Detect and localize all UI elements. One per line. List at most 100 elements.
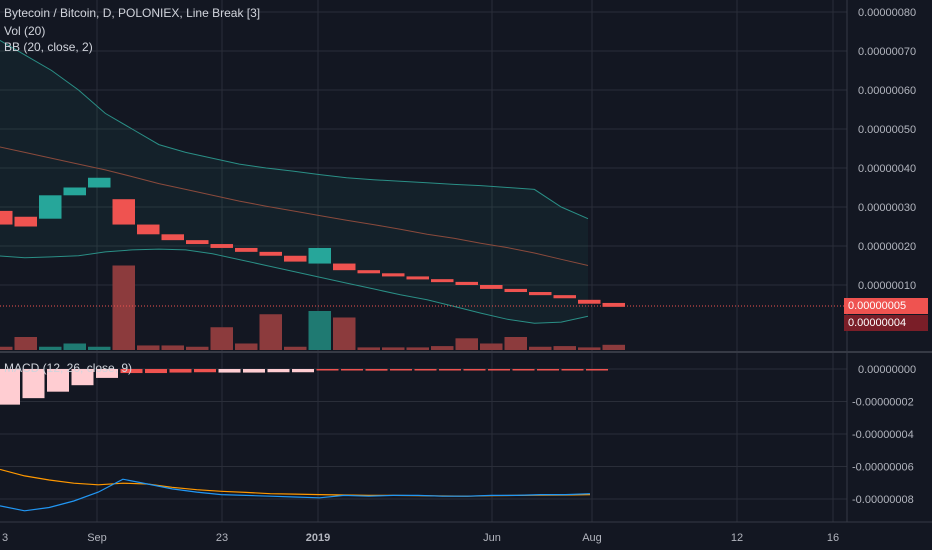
volume-bar xyxy=(259,314,282,350)
macd-histogram-bar xyxy=(22,369,45,399)
macd-tick-label: -0.00000004 xyxy=(852,429,914,441)
bb-upper-line xyxy=(0,39,589,220)
line-break-brick xyxy=(112,199,135,225)
volume-bar xyxy=(553,346,576,350)
macd-histogram-bar xyxy=(463,369,486,371)
volume-bar xyxy=(210,327,233,350)
line-break-brick xyxy=(14,216,37,227)
macd-histogram-bar xyxy=(292,369,314,373)
volume-bar xyxy=(0,346,13,350)
line-break-brick xyxy=(210,244,233,248)
macd-histogram-bar xyxy=(0,369,20,405)
line-break-brick xyxy=(161,234,184,241)
volume-bar xyxy=(357,347,380,350)
macd-line xyxy=(0,478,591,512)
price-tick-label: 0.00000020 xyxy=(858,241,916,253)
macd-tick-label: -0.00000008 xyxy=(852,494,914,506)
bb-basis-line xyxy=(0,146,589,266)
price-tick-label: 0.00000080 xyxy=(858,7,916,19)
line-break-brick xyxy=(284,255,307,262)
macd-tick-label: -0.00000006 xyxy=(852,462,914,474)
macd-histogram-bar xyxy=(120,369,143,374)
time-tick-label: 12 xyxy=(731,532,743,544)
macd-histogram-bar xyxy=(439,369,461,371)
signal-line xyxy=(0,468,591,497)
line-break-brick xyxy=(333,263,356,271)
volume-bar xyxy=(431,346,454,350)
macd-histogram-bar xyxy=(537,369,559,371)
line-break-brick xyxy=(480,285,503,289)
macd-histogram-bar xyxy=(169,369,192,373)
time-tick-label: Sep xyxy=(87,532,107,544)
low-price-tag: 0.00000004 xyxy=(844,315,928,331)
price-tick-label: 0.00000030 xyxy=(858,202,916,214)
volume-bar xyxy=(88,346,111,350)
macd-histogram-bar xyxy=(316,369,339,371)
chart-title: Bytecoin / Bitcoin, D, POLONIEX, Line Br… xyxy=(4,6,261,20)
line-break-brick xyxy=(504,288,527,293)
line-break-brick xyxy=(578,299,601,304)
line-break-brick xyxy=(529,292,552,296)
time-tick-label: 2019 xyxy=(306,532,330,544)
macd-histogram-bar xyxy=(243,369,265,373)
volume-bar xyxy=(504,337,527,350)
time-tick-label: Jun xyxy=(483,532,501,544)
line-break-brick xyxy=(88,177,111,188)
line-break-brick xyxy=(357,270,380,274)
bollinger-legend: BB (20, close, 2) xyxy=(4,40,93,54)
macd-histogram-bar xyxy=(47,369,69,392)
volume-bar xyxy=(529,346,552,350)
macd-histogram-bar xyxy=(561,369,584,371)
price-tick-label: 0.00000060 xyxy=(858,85,916,97)
volume-bar xyxy=(308,311,331,350)
line-break-brick xyxy=(39,195,62,219)
volume-bar xyxy=(602,344,625,350)
time-tick-label: 16 xyxy=(827,532,839,544)
bb-lower-line xyxy=(0,248,589,324)
line-break-brick xyxy=(406,276,429,280)
volume-bar xyxy=(480,343,503,350)
line-break-brick xyxy=(0,210,13,225)
line-break-brick xyxy=(382,273,405,277)
volume-bar xyxy=(186,346,209,350)
volume-bar xyxy=(63,343,86,350)
macd-histogram-bar xyxy=(145,369,167,374)
volume-bar xyxy=(137,345,160,350)
macd-histogram-bar xyxy=(365,369,388,371)
volume-bar xyxy=(382,347,405,350)
line-break-brick xyxy=(259,251,282,256)
volume-bar xyxy=(161,345,184,350)
volume-bar xyxy=(284,346,307,350)
line-break-brick xyxy=(553,295,576,299)
macd-histogram-bar xyxy=(488,369,510,371)
line-break-brick xyxy=(186,240,209,245)
line-break-brick xyxy=(602,302,625,307)
volume-bar xyxy=(578,347,601,350)
volume-bar xyxy=(333,317,356,350)
volume-bar xyxy=(406,347,429,350)
macd-tick-label: -0.00000002 xyxy=(852,397,914,409)
volume-bar xyxy=(14,337,37,350)
macd-histogram-bar xyxy=(267,369,290,373)
line-break-brick xyxy=(63,187,86,196)
bb-fill xyxy=(0,40,588,324)
macd-histogram-bar xyxy=(512,369,535,371)
line-break-brick xyxy=(431,279,454,283)
volume-bar xyxy=(112,265,135,350)
price-tick-label: 0.00000010 xyxy=(858,280,916,292)
line-break-brick xyxy=(308,247,331,264)
line-break-brick xyxy=(137,224,160,235)
line-break-brick xyxy=(235,247,258,252)
price-tick-label: 0.00000070 xyxy=(858,46,916,58)
time-tick-label: 23 xyxy=(216,532,228,544)
volume-bar xyxy=(235,343,258,350)
macd-histogram-bar xyxy=(96,369,118,378)
time-tick-label: Aug xyxy=(582,532,602,544)
macd-histogram-bar xyxy=(194,369,216,373)
macd-histogram-bar xyxy=(71,369,94,386)
macd-legend: MACD (12, 26, close, 9) xyxy=(4,361,133,375)
volume-bar xyxy=(455,338,478,350)
macd-histogram-bar xyxy=(390,369,412,371)
price-tick-label: 0.00000040 xyxy=(858,163,916,175)
